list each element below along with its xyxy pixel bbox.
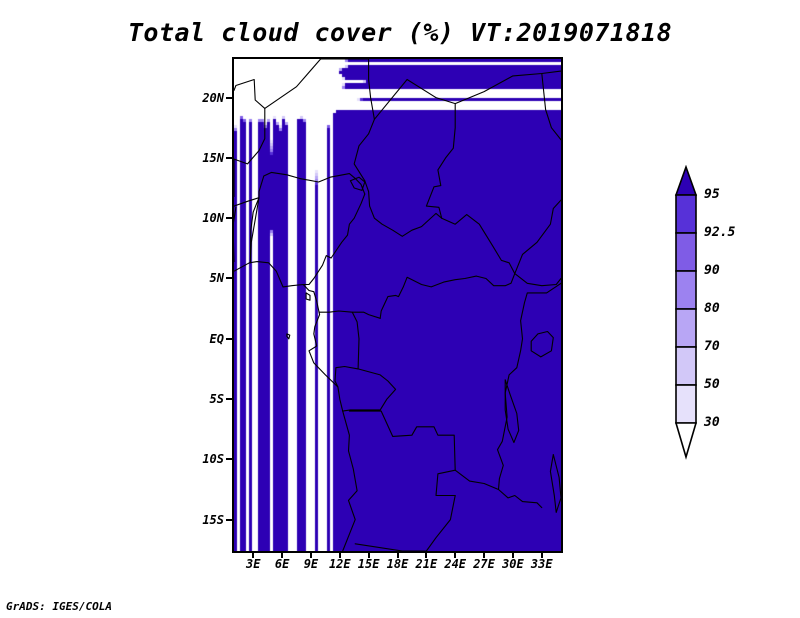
y-axis-tick — [226, 398, 232, 401]
x-axis-tick — [338, 552, 341, 558]
border-path — [454, 469, 543, 509]
y-axis-tick — [226, 96, 232, 99]
colorbar-bar — [674, 165, 698, 460]
border-path — [305, 292, 311, 301]
colorbar-tick-label: 80 — [704, 301, 720, 316]
border-path — [373, 78, 456, 219]
border-path — [541, 72, 561, 141]
colorbar-band — [675, 384, 697, 424]
x-axis-tick — [281, 552, 284, 558]
y-axis-label: 10N — [202, 211, 224, 226]
border-path — [354, 543, 427, 551]
border-path — [319, 310, 381, 319]
border-path — [234, 197, 260, 207]
colorbar-band — [675, 270, 697, 310]
colorbar-tick-label: 50 — [704, 377, 720, 392]
border-path — [549, 453, 561, 513]
border-path — [530, 330, 554, 358]
colorbar-cap-high — [674, 165, 698, 196]
country-borders-overlay — [234, 59, 561, 551]
x-axis-label: 3E — [246, 557, 261, 571]
border-path — [234, 78, 266, 165]
x-axis-label: 30E — [502, 557, 524, 571]
colorbar-tick-label: 30 — [704, 415, 720, 430]
x-axis-tick — [454, 552, 457, 558]
colorbar-band — [675, 308, 697, 348]
border-path — [348, 410, 456, 497]
border-path — [454, 70, 561, 105]
y-axis-tick — [226, 337, 232, 340]
x-axis-label: 15E — [357, 557, 380, 571]
x-axis-label: 9E — [303, 557, 319, 571]
x-axis-label: 24E — [444, 557, 467, 571]
attribution-label: GrADS: IGES/COLA — [6, 600, 112, 613]
x-axis-tick — [540, 552, 543, 558]
colorbar-tick-label: 70 — [704, 339, 720, 354]
colorbar-cap-low — [674, 422, 698, 460]
colorbar-legend[interactable]: 95 92.5 90 80 70 50 30 — [664, 165, 794, 460]
border-path — [514, 273, 561, 287]
x-axis-tick — [483, 552, 486, 558]
y-axis-tick — [226, 156, 232, 159]
x-axis-tick — [396, 552, 399, 558]
x-axis-tick — [309, 552, 312, 558]
y-axis-label: 15N — [202, 150, 224, 165]
border-path — [320, 59, 375, 182]
border-path — [349, 176, 366, 191]
border-path — [496, 282, 561, 491]
page-title: Total cloud cover (%) VT:2019071818 — [127, 18, 673, 47]
border-path — [249, 171, 366, 264]
colorbar-band — [675, 194, 697, 234]
border-path — [364, 180, 443, 237]
border-path — [302, 193, 366, 286]
y-axis-label: 5S — [209, 392, 224, 407]
border-path — [264, 59, 322, 109]
border-path — [249, 197, 260, 264]
x-axis-label: 33E — [530, 557, 553, 571]
y-axis-label: 20N — [202, 90, 224, 105]
border-path — [514, 199, 561, 275]
colorbar-tick-label: 90 — [704, 263, 720, 278]
x-axis-tick — [252, 552, 255, 558]
x-axis-label: 12E — [328, 557, 351, 571]
border-path — [234, 206, 237, 263]
x-axis-tick — [425, 552, 428, 558]
border-path — [425, 494, 456, 551]
border-path — [504, 379, 520, 444]
y-axis-label: 15S — [202, 512, 224, 527]
x-axis-label: 27E — [473, 557, 495, 571]
border-path — [234, 261, 358, 551]
x-axis-tick — [511, 552, 514, 558]
border-path — [342, 368, 397, 412]
colorbar-tick-label: 95 — [704, 187, 720, 202]
x-axis-label: 18E — [386, 557, 409, 571]
x-axis-label: 21E — [415, 557, 438, 571]
cloud-cover-raster — [234, 59, 561, 551]
y-axis-tick — [226, 277, 232, 280]
colorbar-band — [675, 232, 697, 272]
y-axis-tick — [226, 458, 232, 461]
map-plot-area[interactable] — [232, 57, 563, 553]
y-axis-tick — [226, 217, 232, 220]
x-axis-tick — [367, 552, 370, 558]
border-path — [379, 214, 516, 319]
y-axis-label: 10S — [202, 452, 224, 467]
x-axis-label: 6E — [274, 557, 290, 571]
y-axis-tick — [226, 518, 232, 521]
y-axis-label: 5N — [209, 271, 224, 286]
colorbar-tick-label: 92.5 — [704, 225, 736, 240]
y-axis-label: EQ — [209, 331, 224, 346]
border-path — [334, 311, 360, 388]
colorbar-band — [675, 346, 697, 386]
border-path — [286, 333, 291, 340]
